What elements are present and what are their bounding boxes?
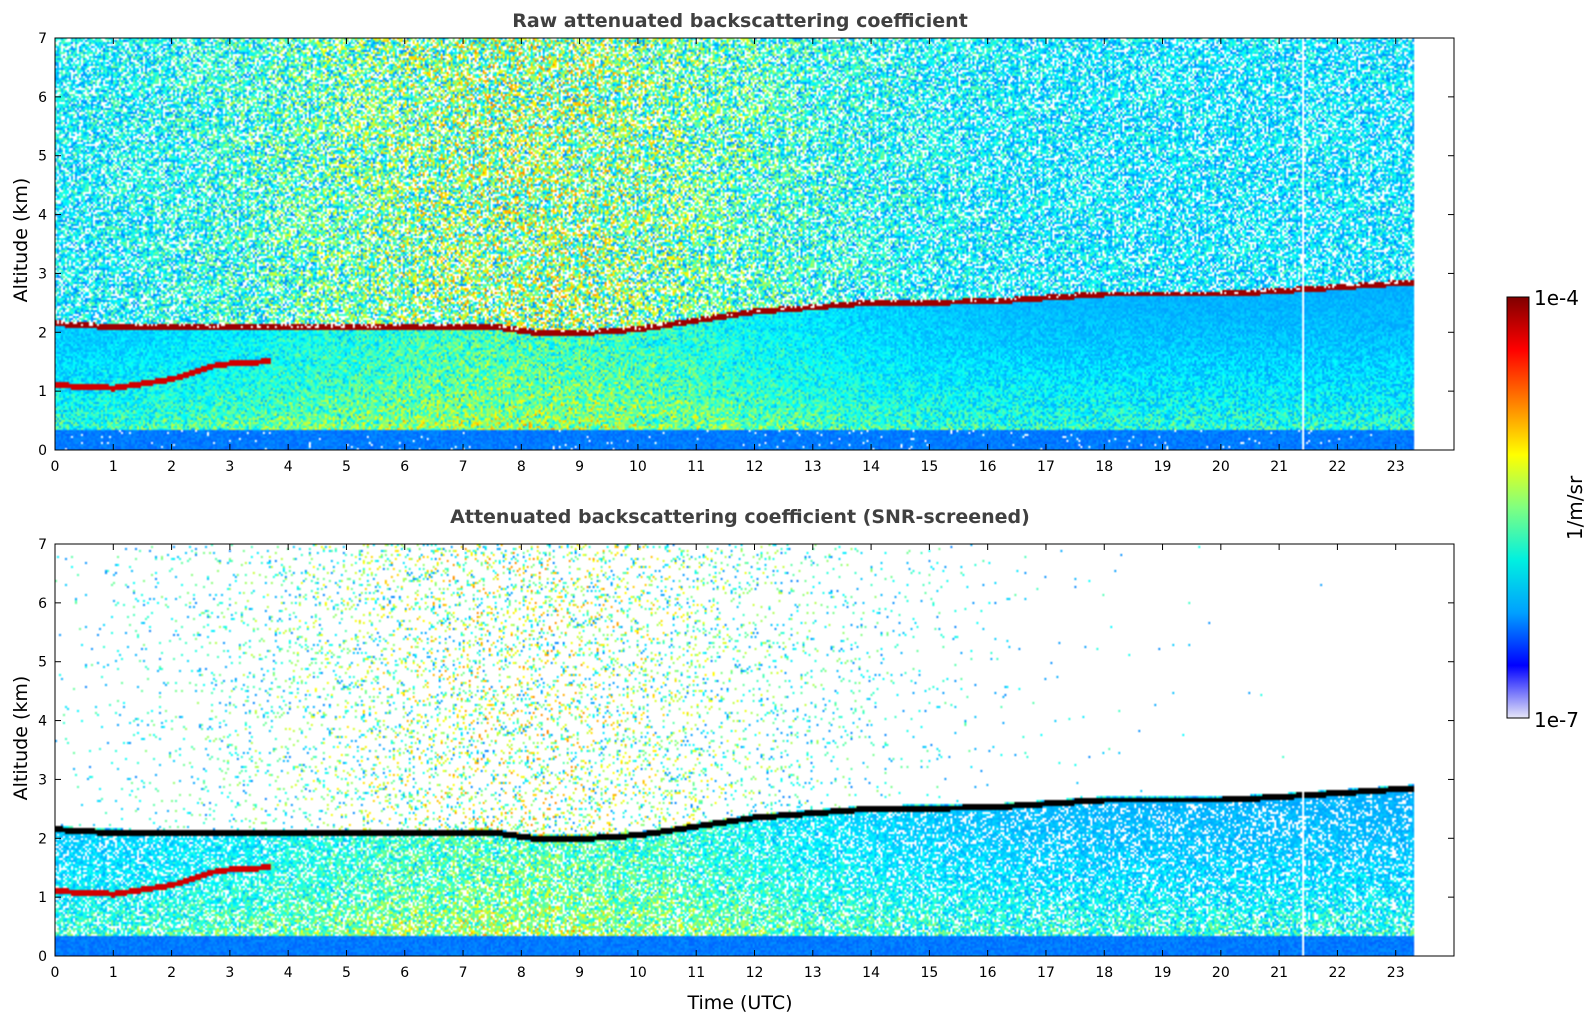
y-tick-label: 4 bbox=[38, 714, 47, 730]
x-tick-label: 12 bbox=[746, 965, 764, 981]
x-tick-label: 0 bbox=[51, 965, 60, 981]
colorbar-unit-label: 1/m/sr bbox=[1563, 475, 1587, 540]
x-tick-label: 6 bbox=[400, 965, 409, 981]
x-tick-label: 13 bbox=[804, 459, 822, 475]
x-tick-label: 0 bbox=[51, 459, 60, 475]
x-tick-label: 19 bbox=[1154, 965, 1172, 981]
bottom-panel-title: Attenuated backscattering coefficient (S… bbox=[450, 506, 1030, 528]
y-tick-label: 0 bbox=[38, 949, 47, 965]
top-panel-title: Raw attenuated backscattering coefficien… bbox=[512, 10, 968, 32]
y-tick-label: 2 bbox=[38, 325, 47, 341]
x-tick-label: 9 bbox=[575, 965, 584, 981]
y-tick-label: 7 bbox=[38, 31, 47, 47]
x-tick-label: 16 bbox=[979, 965, 997, 981]
x-tick-label: 7 bbox=[459, 459, 468, 475]
colorbar: 1e-4 1e-7 1/m/sr bbox=[1506, 286, 1587, 732]
x-tick-label: 13 bbox=[804, 965, 822, 981]
x-tick-label: 2 bbox=[167, 965, 176, 981]
x-tick-label: 15 bbox=[920, 965, 938, 981]
x-tick-label: 15 bbox=[920, 459, 938, 475]
bottom-panel: 0 1 2 3 4 5 6 7 8 9 10 11 12 13 14 15 16 17 18 19 20 21 22 23 0… bbox=[38, 537, 1455, 981]
colorbar-bar bbox=[1506, 296, 1530, 719]
y-tick-label: 5 bbox=[38, 149, 47, 165]
x-tick-label: 12 bbox=[746, 459, 764, 475]
x-tick-label: 14 bbox=[862, 965, 880, 981]
x-tick-label: 2 bbox=[167, 459, 176, 475]
x-tick-label: 1 bbox=[109, 459, 118, 475]
x-tick-label: 9 bbox=[575, 459, 584, 475]
x-tick-label: 10 bbox=[629, 965, 647, 981]
x-tick-label: 4 bbox=[284, 459, 293, 475]
x-tick-label: 18 bbox=[1095, 459, 1113, 475]
y-tick-label: 3 bbox=[38, 266, 47, 282]
x-tick-label: 23 bbox=[1387, 459, 1405, 475]
x-tick-label: 18 bbox=[1095, 965, 1113, 981]
x-tick-label: 21 bbox=[1270, 459, 1288, 475]
y-tick-label: 6 bbox=[38, 90, 47, 106]
y-tick-label: 1 bbox=[38, 890, 47, 906]
colorbar-min-label: 1e-7 bbox=[1534, 708, 1579, 732]
top-panel-ylabel: Altitude (km) bbox=[10, 178, 32, 303]
x-tick-label: 8 bbox=[517, 459, 526, 475]
bottom-panel-ylabel: Altitude (km) bbox=[10, 676, 32, 801]
x-tick-label: 7 bbox=[459, 965, 468, 981]
bottom-panel-x-ticks: 0 1 2 3 4 5 6 7 8 9 10 11 12 13 14 15 16 17 18 19 20 21 22 23 bbox=[51, 544, 1405, 981]
y-tick-label: 1 bbox=[38, 384, 47, 400]
top-panel-heatmap bbox=[55, 38, 1454, 450]
bottom-panel-heatmap bbox=[55, 544, 1454, 956]
x-tick-label: 3 bbox=[225, 459, 234, 475]
x-tick-label: 21 bbox=[1270, 965, 1288, 981]
y-tick-label: 0 bbox=[38, 443, 47, 459]
y-tick-label: 3 bbox=[38, 772, 47, 788]
top-panel-y-ticks: 0 1 2 3 4 5 6 7 bbox=[38, 31, 1454, 459]
x-tick-label: 3 bbox=[225, 965, 234, 981]
x-tick-label: 1 bbox=[109, 965, 118, 981]
x-tick-label: 22 bbox=[1329, 965, 1347, 981]
x-tick-label: 19 bbox=[1154, 459, 1172, 475]
x-tick-label: 6 bbox=[400, 459, 409, 475]
y-tick-label: 7 bbox=[38, 537, 47, 553]
x-tick-label: 20 bbox=[1212, 459, 1230, 475]
y-tick-label: 2 bbox=[38, 831, 47, 847]
x-tick-label: 4 bbox=[284, 965, 293, 981]
y-tick-label: 5 bbox=[38, 655, 47, 671]
top-panel-x-ticks: 0 1 2 3 4 5 6 7 8 9 10 11 12 13 14 15 16 17 18 19 20 21 22 23 bbox=[51, 38, 1405, 475]
x-tick-label: 11 bbox=[687, 965, 705, 981]
x-tick-label: 14 bbox=[862, 459, 880, 475]
x-tick-label: 5 bbox=[342, 459, 351, 475]
x-tick-label: 20 bbox=[1212, 965, 1230, 981]
x-tick-label: 5 bbox=[342, 965, 351, 981]
x-tick-label: 22 bbox=[1329, 459, 1347, 475]
y-tick-label: 6 bbox=[38, 596, 47, 612]
x-axis-label: Time (UTC) bbox=[686, 992, 792, 1014]
bottom-panel-y-ticks: 0 1 2 3 4 5 6 7 bbox=[38, 537, 1454, 965]
x-tick-label: 8 bbox=[517, 965, 526, 981]
x-tick-label: 23 bbox=[1387, 965, 1405, 981]
x-tick-label: 17 bbox=[1037, 965, 1055, 981]
x-tick-label: 17 bbox=[1037, 459, 1055, 475]
top-panel: 0 1 2 3 4 5 6 7 8 9 10 11 12 13 14 15 16 17 18 19 20 21 22 23 0… bbox=[38, 31, 1455, 475]
x-tick-label: 16 bbox=[979, 459, 997, 475]
x-tick-label: 11 bbox=[687, 459, 705, 475]
x-tick-label: 10 bbox=[629, 459, 647, 475]
y-tick-label: 4 bbox=[38, 208, 47, 224]
colorbar-max-label: 1e-4 bbox=[1534, 286, 1579, 310]
